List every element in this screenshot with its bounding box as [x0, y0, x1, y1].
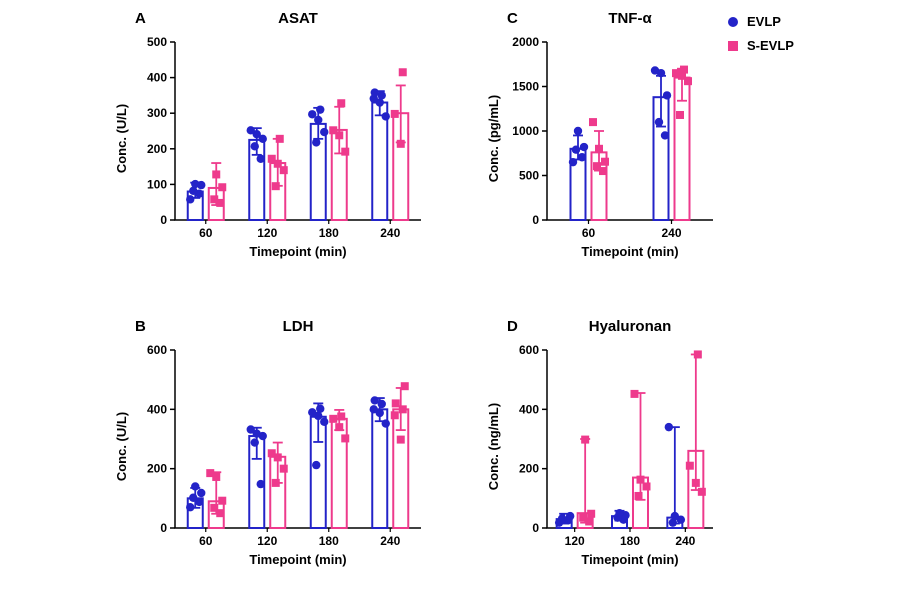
- legend: EVLP S-EVLP: [728, 14, 794, 53]
- panel-asat: A ASAT Conc. (U/L) 0 100 200 300 400 500 60 120…: [111, 8, 433, 259]
- panel-title-asat: ASAT: [278, 10, 318, 27]
- panel-letter-d: D: [507, 318, 518, 335]
- svg-text:400: 400: [519, 402, 539, 416]
- panel-hyaluronan-header: D Hyaluronan: [483, 316, 725, 340]
- svg-text:600: 600: [147, 343, 167, 357]
- evlp-circle-marker-icon: [728, 16, 738, 27]
- panel-title-tnf: TNF-α: [608, 10, 652, 27]
- panel-tnf: C TNF-α Conc. (pg/mL) 0 500 1000 1500 2000 60…: [483, 8, 725, 259]
- svg-text:400: 400: [147, 71, 167, 85]
- svg-text:500: 500: [519, 169, 539, 183]
- panel-ldh-y-axis-label: Conc. (U/L): [111, 340, 133, 552]
- legend-item-sevlp: S-EVLP: [728, 38, 794, 53]
- panel-tnf-y-axis-label: Conc. (pg/mL): [483, 32, 505, 244]
- sevlp-square-marker-icon: [728, 40, 738, 51]
- panel-letter-b: B: [135, 318, 146, 335]
- svg-text:200: 200: [519, 462, 539, 476]
- panel-title-ldh: LDH: [282, 318, 314, 335]
- svg-text:2000: 2000: [512, 35, 539, 49]
- svg-text:100: 100: [147, 177, 167, 191]
- svg-text:1500: 1500: [512, 80, 539, 94]
- svg-text:120: 120: [257, 534, 277, 548]
- svg-text:0: 0: [160, 213, 167, 227]
- svg-text:60: 60: [199, 534, 213, 548]
- panel-hyaluronan-y-axis-label: Conc. (ng/mL): [483, 340, 505, 552]
- panel-asat-y-axis-label-text: Conc. (U/L): [114, 103, 130, 173]
- svg-text:500: 500: [147, 35, 167, 49]
- panel-hyaluronan-plot: 0 200 400 600 120 180 240: [519, 343, 713, 548]
- svg-text:60: 60: [582, 226, 596, 240]
- legend-item-evlp: EVLP: [728, 14, 794, 29]
- svg-text:300: 300: [147, 106, 167, 120]
- svg-text:120: 120: [565, 534, 585, 548]
- svg-text:200: 200: [147, 462, 167, 476]
- svg-text:60: 60: [199, 226, 213, 240]
- panel-ldh: B LDH Conc. (U/L) 0 200 400 600 60 120 180 240 …: [111, 316, 433, 567]
- panel-tnf-x-axis-label: Timepoint (min): [581, 244, 679, 259]
- panel-ldh-plot: 0 200 400 600 60 120 180 240: [147, 343, 421, 548]
- panel-ldh-x-axis-label: Timepoint (min): [249, 552, 347, 567]
- panel-hyaluronan-plot-row: Conc. (ng/mL) 0 200 400 600 120 180 240: [483, 340, 725, 552]
- panel-letter-a: A: [135, 10, 146, 27]
- legend-label-evlp: EVLP: [747, 14, 781, 29]
- svg-text:180: 180: [319, 534, 339, 548]
- svg-text:120: 120: [257, 226, 277, 240]
- panel-tnf-header: C TNF-α: [483, 8, 725, 32]
- panel-asat-y-axis-label: Conc. (U/L): [111, 32, 133, 244]
- svg-text:0: 0: [160, 521, 167, 535]
- svg-text:0: 0: [532, 521, 539, 535]
- panel-ldh-plot-row: Conc. (U/L) 0 200 400 600 60 120 180 240: [111, 340, 433, 552]
- panel-asat-x-axis-label: Timepoint (min): [249, 244, 347, 259]
- svg-text:400: 400: [147, 402, 167, 416]
- svg-text:240: 240: [675, 534, 695, 548]
- panel-tnf-plot: 0 500 1000 1500 2000 60 240: [512, 35, 713, 240]
- svg-text:240: 240: [661, 226, 681, 240]
- panel-asat-header: A ASAT: [111, 8, 433, 32]
- panel-letter-c: C: [507, 10, 518, 27]
- panel-ldh-y-axis-label-text: Conc. (U/L): [114, 411, 130, 481]
- svg-text:240: 240: [380, 226, 400, 240]
- panel-title-hyaluronan: Hyaluronan: [588, 318, 672, 335]
- panel-tnf-plot-row: Conc. (pg/mL) 0 500 1000 1500 2000 60 240: [483, 32, 725, 244]
- panel-asat-plot: 0 100 200 300 400 500 60 120 180 240: [147, 35, 421, 240]
- panel-hyaluronan-x-axis-label: Timepoint (min): [581, 552, 679, 567]
- panel-tnf-y-axis-label-text: Conc. (pg/mL): [486, 94, 502, 182]
- svg-text:180: 180: [620, 534, 640, 548]
- panel-ldh-header: B LDH: [111, 316, 433, 340]
- panel-hyaluronan-y-axis-label-text: Conc. (ng/mL): [486, 402, 502, 490]
- svg-text:240: 240: [380, 534, 400, 548]
- svg-text:1000: 1000: [512, 124, 539, 138]
- svg-text:180: 180: [319, 226, 339, 240]
- panel-asat-plot-row: Conc. (U/L) 0 100 200 300 400 500 60 120 180 240: [111, 32, 433, 244]
- panel-hyaluronan: D Hyaluronan Conc. (ng/mL) 0 200 400 600 120…: [483, 316, 725, 567]
- legend-label-sevlp: S-EVLP: [747, 38, 794, 53]
- svg-text:600: 600: [519, 343, 539, 357]
- svg-text:200: 200: [147, 142, 167, 156]
- svg-text:0: 0: [532, 213, 539, 227]
